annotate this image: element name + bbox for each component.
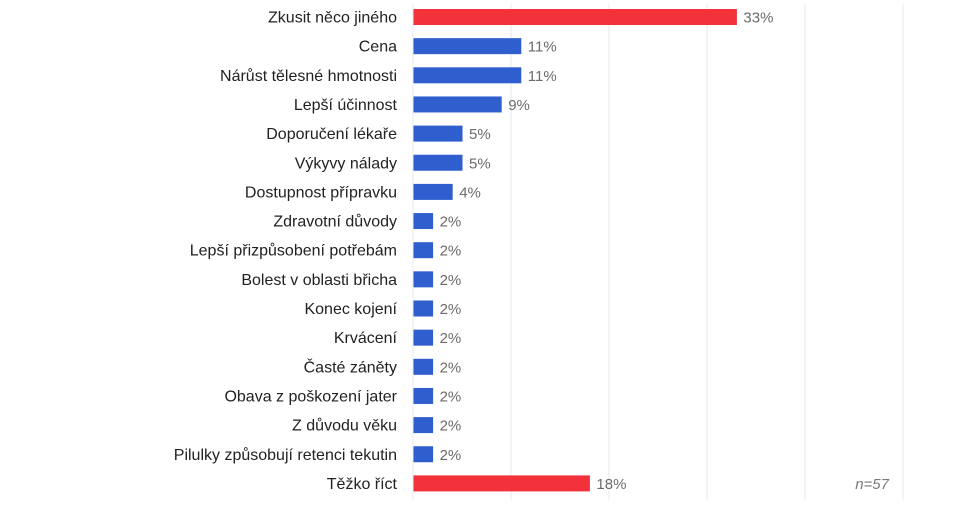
bar-1 [413,9,737,25]
bar-14 [413,387,434,404]
sample-size-note: n=57 [855,476,889,493]
bar-10 [413,271,434,288]
category-label-2: Cena [359,39,397,56]
bar-15 [413,417,434,434]
value-label-10: 2% [440,272,462,289]
bar-5 [413,125,463,142]
category-label-4: Lepší účinnost [294,97,398,114]
value-label-14: 2% [440,388,462,405]
category-label-8: Zdravotní důvody [273,213,397,231]
category-label-13: Časté záněty [304,357,397,376]
value-label-8: 2% [440,214,462,231]
category-label-15: Z důvodu věku [292,417,397,435]
gridlines [412,4,904,500]
value-label-7: 4% [459,184,481,201]
category-label-14: Obava z poškození jater [224,388,397,405]
bar-17 [413,475,590,492]
value-label-5: 5% [469,126,491,143]
bar-3 [413,67,522,84]
value-label-12: 2% [440,330,462,347]
value-label-17: 18% [596,476,626,493]
bar-16 [413,446,434,463]
bar-13 [413,358,434,375]
category-labels: Zkusit něco jiného Cena Nárůst tělesné hmo… [174,10,398,493]
category-label-6: Výkyvy nálady [295,155,397,172]
bar-6 [413,154,463,171]
value-label-6: 5% [469,155,491,172]
bar-2 [413,38,522,55]
category-label-1: Zkusit něco jiného [268,10,397,27]
value-label-15: 2% [440,418,462,435]
category-label-3: Nárůst tělesné hmotnosti [220,67,397,85]
bar-4 [413,96,502,113]
category-label-9: Lepší přizpůsobení potřebám [190,242,397,260]
category-label-12: Krvácení [334,330,398,347]
value-label-13: 2% [440,359,462,376]
category-label-5: Doporučení lékaře [266,126,397,143]
value-label-2: 11% [528,39,557,56]
bars [413,9,737,492]
category-label-16: Pilulky způsobují retenci tekutin [174,446,397,464]
bar-8 [413,213,434,230]
value-labels: 33% 11% 11% 9% 5% 5% 4% 2% 2% 2% 2% 2% 2% 2% 2% 2% 18% [440,10,774,493]
value-label-4: 9% [508,97,530,114]
value-label-16: 2% [440,447,462,464]
bar-12 [413,329,434,346]
category-label-17: Těžko říct [327,476,398,493]
value-label-11: 2% [440,301,462,318]
value-label-1: 33% [743,10,773,27]
value-label-9: 2% [440,243,462,260]
category-label-11: Konec kojení [304,301,397,318]
bar-7 [413,183,453,200]
category-label-10: Bolest v oblasti břicha [241,272,397,289]
bar-9 [413,242,434,259]
bar-11 [413,300,434,317]
category-label-7: Dostupnost přípravku [245,184,397,201]
value-label-3: 11% [528,68,557,85]
